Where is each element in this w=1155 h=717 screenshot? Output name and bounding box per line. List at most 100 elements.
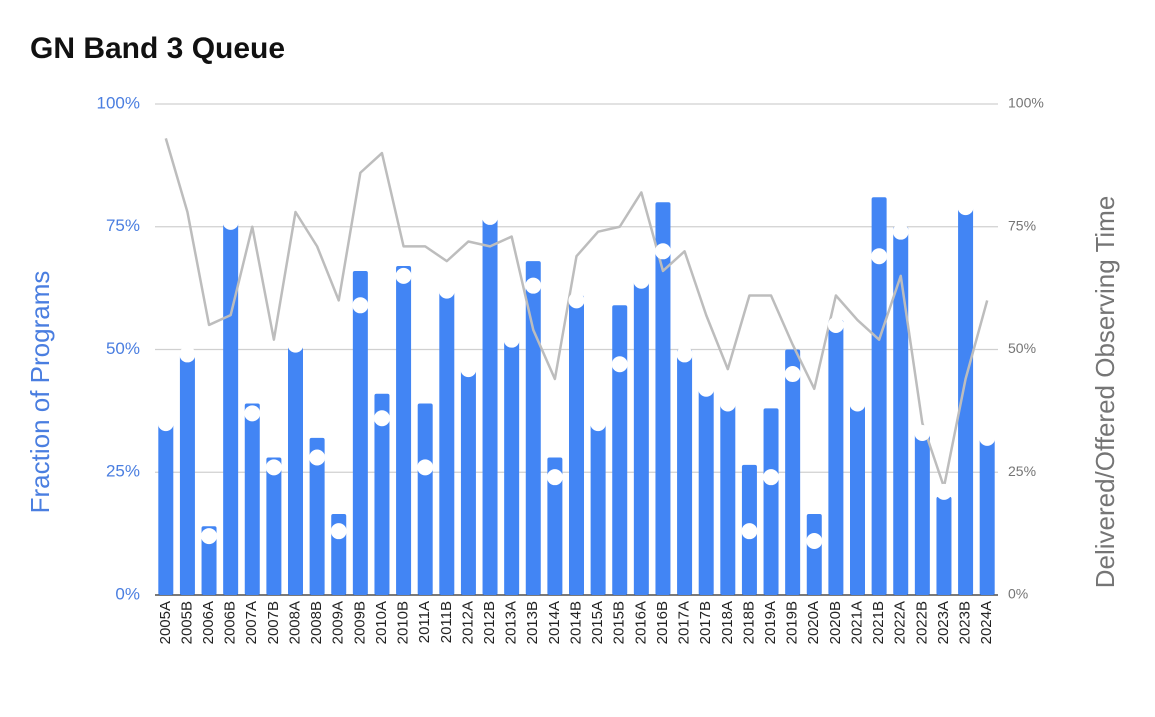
x-tick-label: 2018A bbox=[719, 601, 736, 644]
point bbox=[525, 277, 542, 294]
bar bbox=[309, 437, 325, 595]
bar bbox=[893, 226, 909, 595]
y-tick-label: 0% bbox=[115, 584, 140, 603]
chart-title: GN Band 3 Queue bbox=[30, 32, 285, 65]
x-tick-label: 2017B bbox=[697, 601, 714, 644]
x-tick-label: 2017A bbox=[676, 601, 693, 644]
bar bbox=[525, 261, 541, 595]
point bbox=[287, 336, 304, 353]
y-axis-title: Fraction of Programs bbox=[25, 271, 55, 514]
x-tick-label: 2018B bbox=[740, 601, 757, 644]
point bbox=[763, 469, 780, 486]
bar bbox=[439, 290, 455, 595]
y2-axis-title: Delivered/Offered Observing Time bbox=[1090, 196, 1120, 589]
point bbox=[590, 415, 607, 432]
x-tick-label: 2019B bbox=[784, 601, 801, 644]
x-tick-label: 2007A bbox=[243, 601, 260, 644]
point bbox=[352, 297, 369, 314]
point bbox=[784, 366, 801, 383]
x-tick-label: 2022B bbox=[913, 601, 930, 644]
point bbox=[914, 424, 931, 441]
bar bbox=[569, 295, 584, 595]
x-tick-label: 2005B bbox=[178, 601, 195, 644]
bar bbox=[655, 202, 671, 595]
point bbox=[806, 532, 823, 549]
bar bbox=[720, 403, 736, 595]
bar bbox=[504, 339, 520, 595]
bar bbox=[288, 344, 303, 595]
point bbox=[244, 405, 261, 422]
point bbox=[395, 267, 412, 284]
point bbox=[309, 449, 326, 466]
bar bbox=[158, 423, 174, 595]
point bbox=[157, 415, 174, 432]
x-tick-label: 2008B bbox=[308, 601, 325, 644]
x-tick-label: 2016B bbox=[654, 601, 671, 644]
bar bbox=[828, 320, 844, 595]
x-tick-label: 2012A bbox=[459, 601, 476, 644]
bar bbox=[266, 457, 282, 595]
point bbox=[871, 248, 888, 265]
bar bbox=[806, 513, 822, 595]
point bbox=[935, 483, 952, 500]
bar bbox=[547, 457, 563, 595]
point bbox=[222, 213, 239, 230]
point bbox=[957, 199, 974, 216]
y2-tick-label: 75% bbox=[1008, 217, 1036, 233]
point bbox=[179, 346, 196, 363]
point bbox=[265, 459, 282, 476]
point bbox=[546, 469, 563, 486]
bar bbox=[677, 349, 693, 595]
point bbox=[201, 528, 218, 545]
x-tick-label: 2015B bbox=[611, 601, 628, 644]
point bbox=[827, 316, 844, 333]
y2-tick-label: 50% bbox=[1008, 340, 1036, 356]
bar bbox=[417, 403, 433, 595]
x-tick-label: 2023A bbox=[935, 601, 952, 644]
y-tick-label: 25% bbox=[106, 462, 140, 481]
x-tick-label: 2005A bbox=[157, 601, 174, 644]
bar bbox=[201, 526, 217, 595]
x-tick-label: 2016A bbox=[632, 601, 649, 644]
bar bbox=[871, 197, 887, 596]
x-tick-label: 2023B bbox=[957, 601, 974, 644]
point bbox=[849, 395, 866, 412]
y-tick-label: 100% bbox=[97, 93, 140, 112]
x-tick-label: 2011A bbox=[416, 601, 433, 643]
point bbox=[611, 356, 628, 373]
point bbox=[417, 459, 434, 476]
line bbox=[164, 138, 989, 489]
bar bbox=[223, 221, 239, 595]
bar bbox=[936, 496, 952, 595]
x-tick-label: 2019A bbox=[762, 601, 779, 644]
y-tick-label: 50% bbox=[106, 339, 140, 358]
x-tick-label: 2022A bbox=[892, 601, 909, 644]
y-tick-label: 75% bbox=[106, 216, 140, 235]
bar bbox=[460, 369, 476, 595]
x-tick-label: 2006B bbox=[222, 601, 239, 644]
point bbox=[503, 331, 520, 348]
point bbox=[482, 208, 499, 225]
x-tick-label: 2007B bbox=[265, 601, 282, 644]
point bbox=[460, 361, 477, 378]
x-tick-label: 2012B bbox=[481, 601, 498, 644]
bar bbox=[979, 435, 995, 595]
x-tick-label: 2013B bbox=[524, 601, 541, 644]
x-tick-label: 2008A bbox=[286, 601, 303, 644]
x-tick-label: 2024A bbox=[978, 601, 995, 644]
point bbox=[892, 223, 909, 240]
point bbox=[373, 410, 390, 427]
x-tick-label: 2021B bbox=[870, 601, 887, 644]
x-tick-label: 2009A bbox=[330, 601, 347, 644]
bar bbox=[914, 432, 930, 595]
point bbox=[676, 346, 693, 363]
point bbox=[719, 395, 736, 412]
y2-tick-label: 100% bbox=[1008, 95, 1044, 111]
point bbox=[698, 380, 715, 397]
y2-tick-label: 25% bbox=[1008, 463, 1036, 479]
y2-tick-label: 0% bbox=[1008, 586, 1028, 602]
x-tick-label: 2006A bbox=[200, 601, 217, 644]
point bbox=[568, 292, 585, 309]
bar bbox=[244, 403, 260, 595]
